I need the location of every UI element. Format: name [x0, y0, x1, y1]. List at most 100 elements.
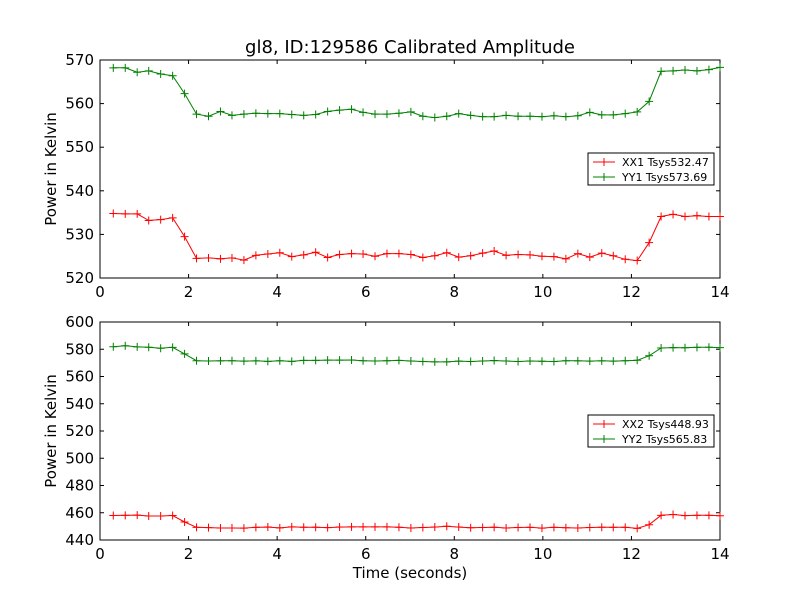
data-point — [466, 357, 475, 366]
legend-box — [587, 152, 715, 186]
data-point — [466, 523, 475, 532]
data-point — [418, 112, 427, 121]
x-tick-label: 12 — [622, 545, 641, 563]
data-point — [144, 216, 153, 225]
data-point — [418, 523, 427, 532]
data-point — [430, 251, 439, 260]
y-tick-label: 570 — [65, 51, 94, 69]
data-point — [133, 511, 142, 520]
legend-label: YY2 Tsys565.83 — [621, 433, 707, 446]
data-point — [406, 524, 415, 533]
data-point — [109, 511, 118, 520]
data-point — [335, 523, 344, 532]
data-point — [251, 523, 260, 532]
x-tick-label: 8 — [450, 545, 460, 563]
data-point — [227, 356, 236, 365]
data-point — [263, 250, 272, 259]
data-point — [382, 249, 391, 258]
data-point — [299, 250, 308, 259]
data-point — [168, 213, 177, 222]
data-point — [669, 343, 678, 352]
legend-label: XX2 Tsys448.93 — [622, 418, 709, 431]
data-point — [597, 523, 606, 532]
data-point — [323, 253, 332, 262]
data-point — [454, 109, 463, 118]
data-point — [192, 254, 201, 263]
data-point — [633, 524, 642, 533]
data-point — [430, 113, 439, 122]
data-point — [502, 111, 511, 120]
data-point — [251, 356, 260, 365]
series-line — [113, 66, 721, 119]
data-point — [251, 109, 260, 118]
data-point — [466, 251, 475, 260]
x-tick-label: 14 — [710, 545, 729, 563]
data-point — [657, 67, 666, 76]
y-tick-label: 500 — [65, 449, 94, 467]
data-point — [502, 524, 511, 533]
data-point — [573, 524, 582, 533]
data-point — [442, 357, 451, 366]
data-point — [537, 524, 546, 533]
data-point — [621, 356, 630, 365]
data-point — [156, 512, 165, 521]
data-point — [180, 349, 189, 358]
data-point — [585, 108, 594, 117]
legend-marker — [600, 173, 608, 181]
data-point — [394, 109, 403, 118]
y-tick-label: 440 — [65, 531, 94, 549]
data-point — [573, 249, 582, 258]
legend-entry: YY2 Tsys565.83 — [593, 433, 707, 446]
data-point — [192, 523, 201, 532]
data-point — [311, 110, 320, 119]
data-point — [371, 110, 380, 119]
data-point — [692, 211, 701, 220]
data-point — [275, 523, 284, 532]
data-point — [347, 356, 356, 365]
data-point — [204, 356, 213, 365]
data-point — [490, 523, 499, 532]
data-point — [371, 356, 380, 365]
data-point — [526, 356, 535, 365]
data-point — [156, 344, 165, 353]
y-tick-label: 480 — [65, 477, 94, 495]
data-point — [382, 110, 391, 119]
x-tick-label: 2 — [184, 283, 194, 301]
data-point — [156, 69, 165, 78]
data-point — [382, 356, 391, 365]
data-point — [609, 357, 618, 366]
data-point — [585, 357, 594, 366]
data-point — [299, 523, 308, 532]
x-tick-label: 12 — [622, 283, 641, 301]
data-point — [299, 356, 308, 365]
series-yy2 — [109, 341, 724, 366]
data-point — [133, 342, 142, 351]
data-point — [323, 523, 332, 532]
data-point — [609, 523, 618, 532]
chart-title: gl8, ID:129586 Calibrated Amplitude — [245, 37, 575, 58]
data-point — [323, 107, 332, 116]
data-point — [609, 251, 618, 260]
data-point — [561, 356, 570, 365]
data-point — [347, 522, 356, 531]
data-point — [621, 255, 630, 264]
data-point — [287, 252, 296, 261]
data-point — [633, 356, 642, 365]
data-point — [478, 249, 487, 258]
subplot-2: 0 2 4 6 8 10 12 14 440 460 480 500 520 540 560 580 600 Po… — [42, 313, 730, 582]
x-tick-label: 0 — [95, 545, 105, 563]
data-point — [192, 110, 201, 119]
data-point — [109, 209, 118, 218]
data-point — [549, 357, 558, 366]
legend-label: YY1 Tsys573.69 — [621, 171, 707, 184]
data-point — [168, 71, 177, 80]
y-tick-label: 600 — [65, 313, 94, 331]
data-point — [454, 357, 463, 366]
data-point — [454, 523, 463, 532]
data-point — [478, 112, 487, 121]
data-point — [716, 63, 724, 72]
data-point — [335, 356, 344, 365]
series-line — [113, 513, 721, 529]
data-point — [359, 356, 368, 365]
